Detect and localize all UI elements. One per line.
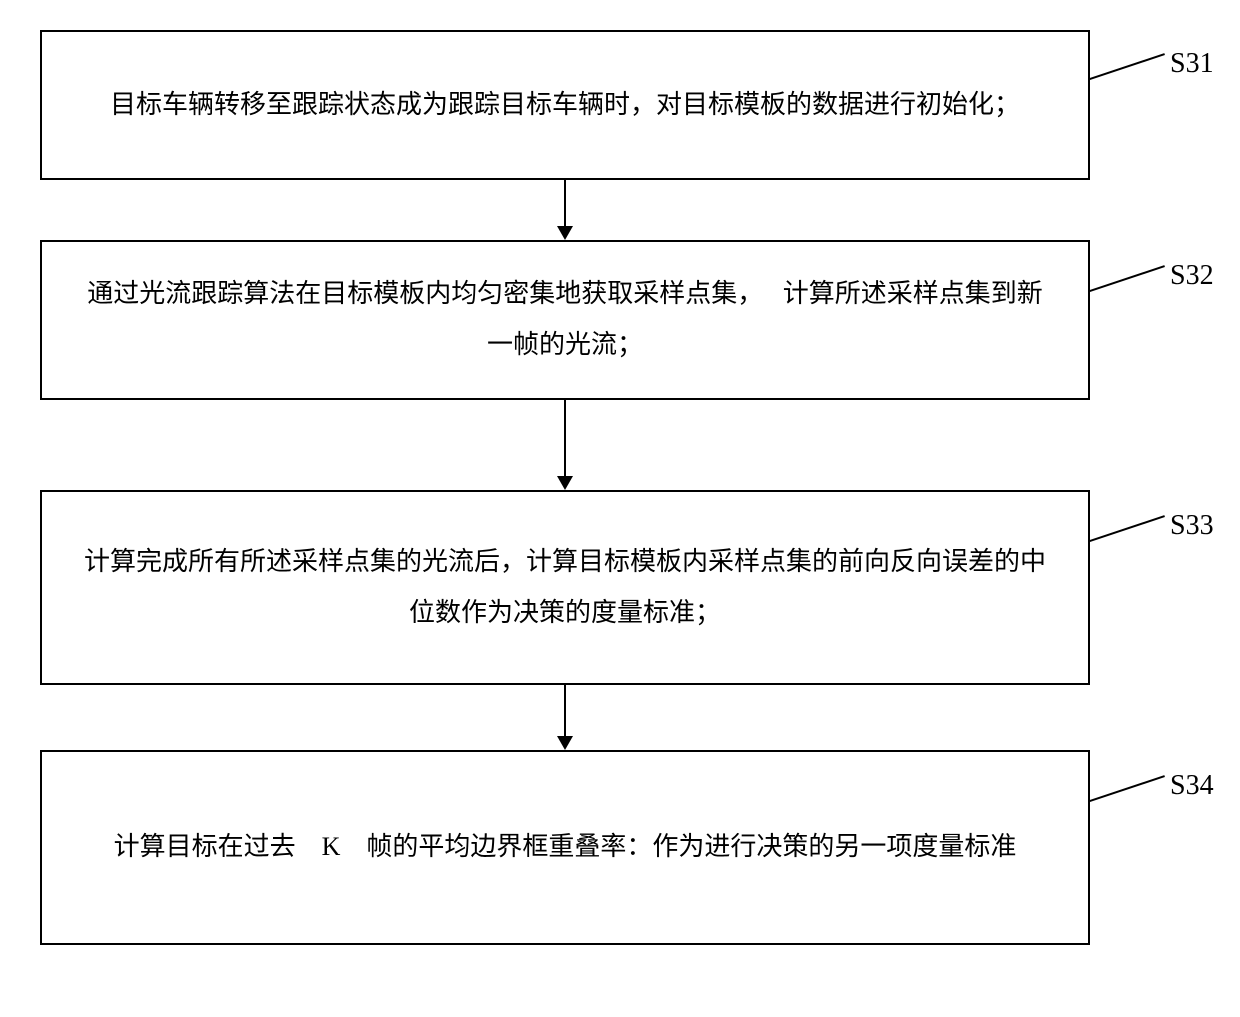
step-s31-box: 目标车辆转移至跟踪状态成为跟踪目标车辆时，对目标模板的数据进行初始化； [40,30,1090,180]
step-s33-box: 计算完成所有所述采样点集的光流后，计算目标模板内采样点集的前向反向误差的中位数作… [40,490,1090,685]
step-s34-box: 计算目标在过去 K 帧的平均边界框重叠率：作为进行决策的另一项度量标准 [40,750,1090,945]
step-s32-text: 通过光流跟踪算法在目标模板内均匀密集地获取采样点集， 计算所述采样点集到新一帧的… [82,269,1048,370]
arrow-s32-s33 [545,400,585,490]
step-s31-text: 目标车辆转移至跟踪状态成为跟踪目标车辆时，对目标模板的数据进行初始化； [110,80,1020,131]
arrow-s31-s32 [545,180,585,240]
step-s34-text: 计算目标在过去 K 帧的平均边界框重叠率：作为进行决策的另一项度量标准 [114,822,1017,873]
step-s32-label: S32 [1170,260,1214,292]
leader-s31 [1089,53,1165,80]
step-s33-text: 计算完成所有所述采样点集的光流后，计算目标模板内采样点集的前向反向误差的中位数作… [82,537,1048,638]
flowchart-canvas: 目标车辆转移至跟踪状态成为跟踪目标车辆时，对目标模板的数据进行初始化； S31 … [0,0,1240,1017]
step-s31-label: S31 [1170,48,1214,80]
step-s34-label: S34 [1170,770,1214,802]
arrow-s33-s34 [545,685,585,750]
step-s33-label: S33 [1170,510,1214,542]
leader-s32 [1089,265,1165,292]
leader-s33 [1089,515,1165,542]
step-s32-box: 通过光流跟踪算法在目标模板内均匀密集地获取采样点集， 计算所述采样点集到新一帧的… [40,240,1090,400]
leader-s34 [1089,775,1165,802]
